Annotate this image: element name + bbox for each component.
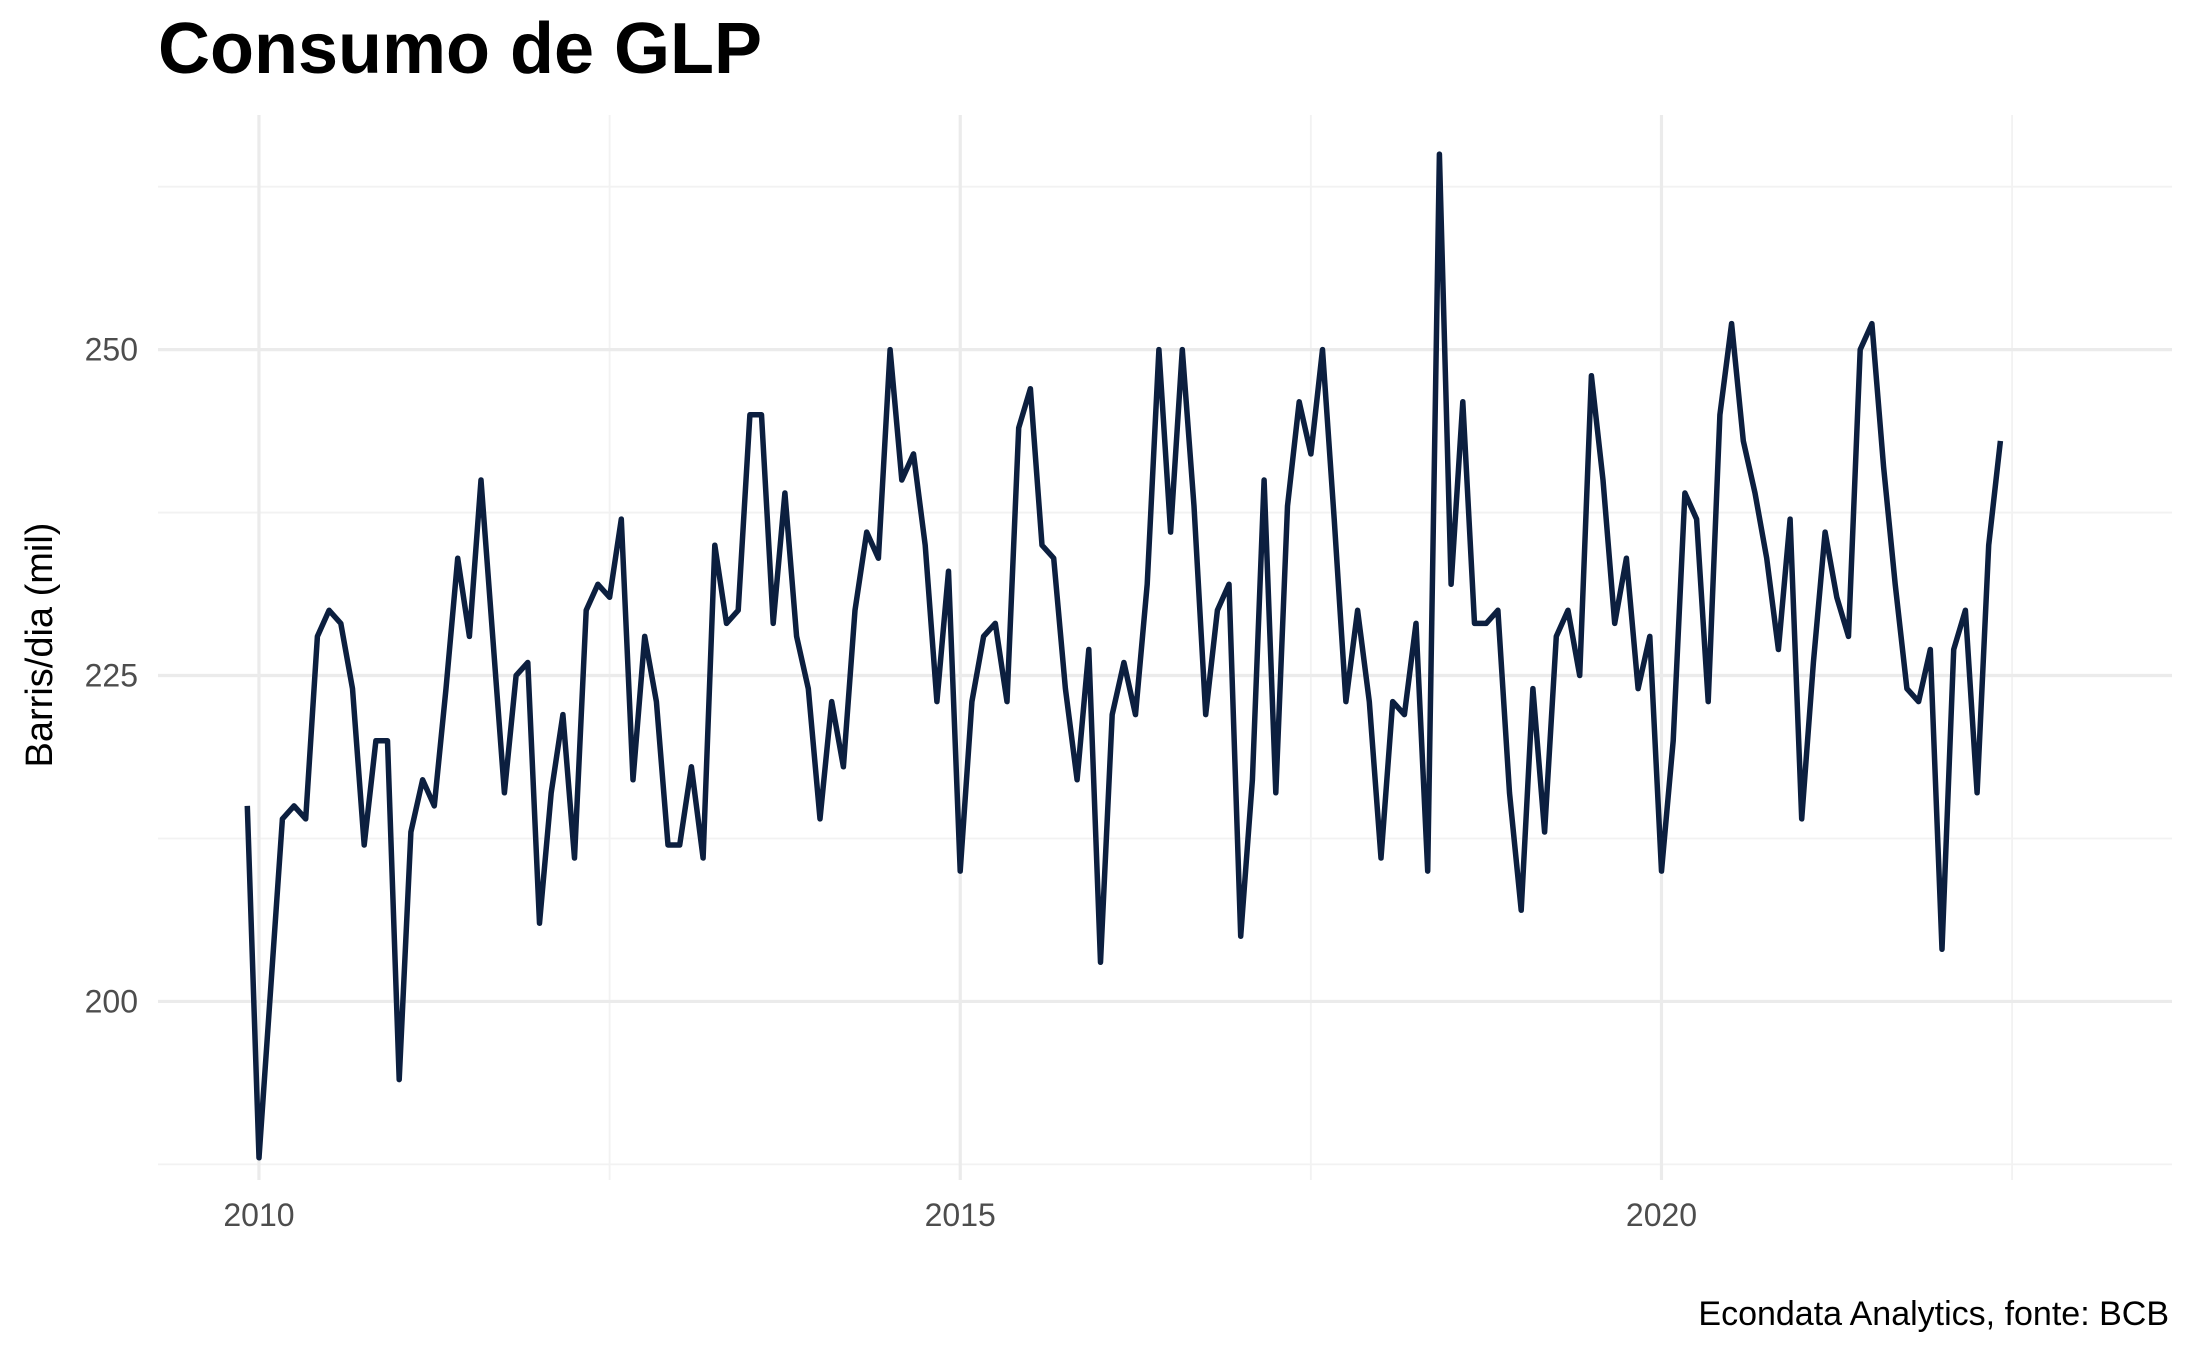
chart-caption: Econdata Analytics, fonte: BCB (1698, 1295, 2169, 1333)
y-tick-label: 250 (85, 332, 138, 368)
y-tick-label: 225 (85, 658, 138, 694)
x-tick-label: 2020 (1626, 1197, 1697, 1233)
series-layer (244, 151, 2004, 1161)
gridlines (158, 115, 2172, 1180)
tick-labels: 2010 2015 2020 200 225 250 (85, 332, 1697, 1233)
y-axis-title: Barris/dia (mil) (19, 523, 61, 768)
x-tick-label: 2010 (223, 1197, 294, 1233)
y-tick-label: 200 (85, 983, 138, 1019)
series-line (244, 151, 2004, 1161)
chart-title: Consumo de GLP (158, 9, 763, 89)
x-tick-label: 2015 (925, 1197, 996, 1233)
